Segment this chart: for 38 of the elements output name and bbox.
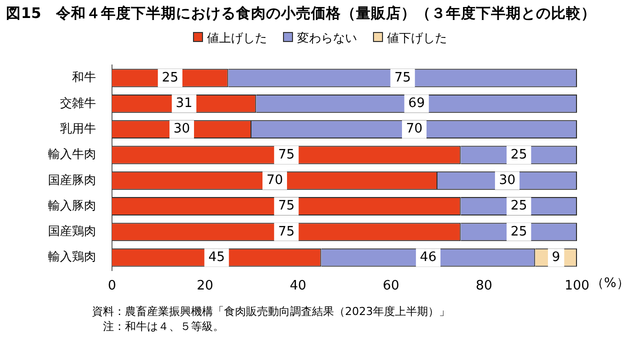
data-label: 25 — [510, 198, 528, 214]
data-label: 46 — [420, 250, 436, 265]
legend-label: 値下げした — [387, 31, 447, 45]
y-tick-label: 交雑牛 — [60, 96, 96, 110]
text: 注：和牛は４、５等級。 — [102, 319, 225, 334]
data-label: 9 — [552, 250, 560, 265]
x-tick-label: 60 — [382, 278, 400, 294]
data-label: 69 — [408, 96, 425, 112]
y-tick-label: 乳用牛 — [60, 121, 96, 136]
data-label: 45 — [208, 250, 225, 265]
data-label: 75 — [278, 147, 295, 162]
y-tick-label: 国産鶏肉 — [48, 224, 96, 238]
data-label: 31 — [176, 96, 192, 112]
data-label: 30 — [173, 122, 190, 137]
y-tick-label: 輸入豚肉 — [48, 198, 96, 212]
data-label: 75 — [278, 224, 295, 240]
y-tick-label: 輸入鶏肉 — [48, 250, 96, 264]
x-tick-label: 20 — [196, 278, 214, 294]
x-tick-label: 80 — [476, 278, 492, 294]
data-label: 25 — [162, 70, 178, 86]
data-label: 30 — [498, 173, 516, 188]
data-label: 25 — [510, 224, 528, 240]
chart-title: 図15 令和４年度下半期における食肉の小売価格（量販店）（３年度下半期との比較） — [6, 4, 596, 23]
data-label: 75 — [394, 70, 411, 86]
data-label: 75 — [278, 198, 295, 214]
text: 資料：農畜産業振興機構「食肉販売動向調査結果（2023年度上半期）」 — [92, 304, 450, 319]
legend-label: 変わらない — [297, 31, 357, 45]
data-label: 70 — [406, 122, 423, 137]
y-tick-label: 和牛 — [72, 70, 96, 84]
y-tick-label: 国産豚肉 — [48, 172, 96, 187]
data-label: 70 — [266, 173, 284, 188]
x-tick-label: 40 — [290, 278, 306, 294]
legend-label: 値上げした — [207, 31, 267, 45]
x-axis-title: （%） — [591, 276, 630, 292]
data-label: 25 — [510, 147, 528, 162]
y-tick-label: 輸入牛肉 — [48, 147, 96, 162]
x-tick-label: 100 — [564, 278, 590, 294]
x-tick-label: 0 — [108, 278, 116, 294]
